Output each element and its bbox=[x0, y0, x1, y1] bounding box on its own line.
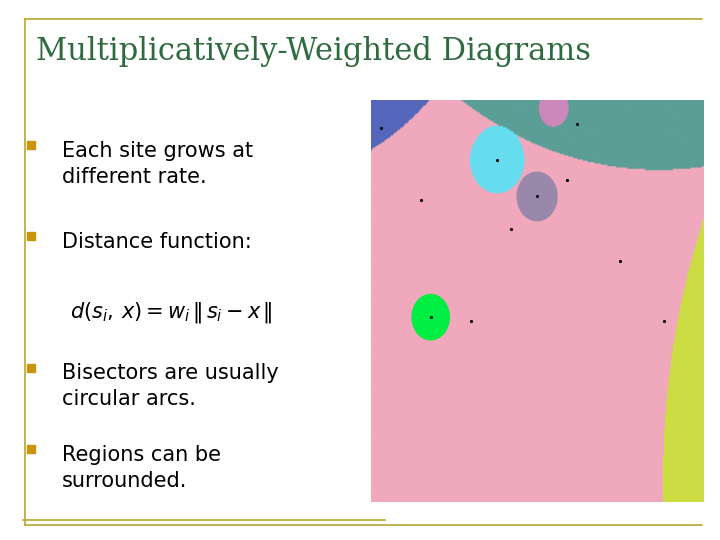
Circle shape bbox=[470, 127, 524, 193]
Circle shape bbox=[516, 172, 558, 221]
Circle shape bbox=[411, 294, 450, 341]
Text: $d(s_i,\, x) = w_i\, \|\, s_i - x\,\|$: $d(s_i,\, x) = w_i\, \|\, s_i - x\,\|$ bbox=[70, 300, 273, 325]
Text: Regions can be
surrounded.: Regions can be surrounded. bbox=[62, 445, 221, 491]
Text: Bisectors are usually
circular arcs.: Bisectors are usually circular arcs. bbox=[62, 363, 279, 409]
Circle shape bbox=[539, 90, 569, 126]
Text: Multiplicatively-Weighted Diagrams: Multiplicatively-Weighted Diagrams bbox=[36, 36, 591, 68]
Text: Distance function:: Distance function: bbox=[62, 232, 252, 252]
Text: Each site grows at
different rate.: Each site grows at different rate. bbox=[62, 141, 253, 187]
